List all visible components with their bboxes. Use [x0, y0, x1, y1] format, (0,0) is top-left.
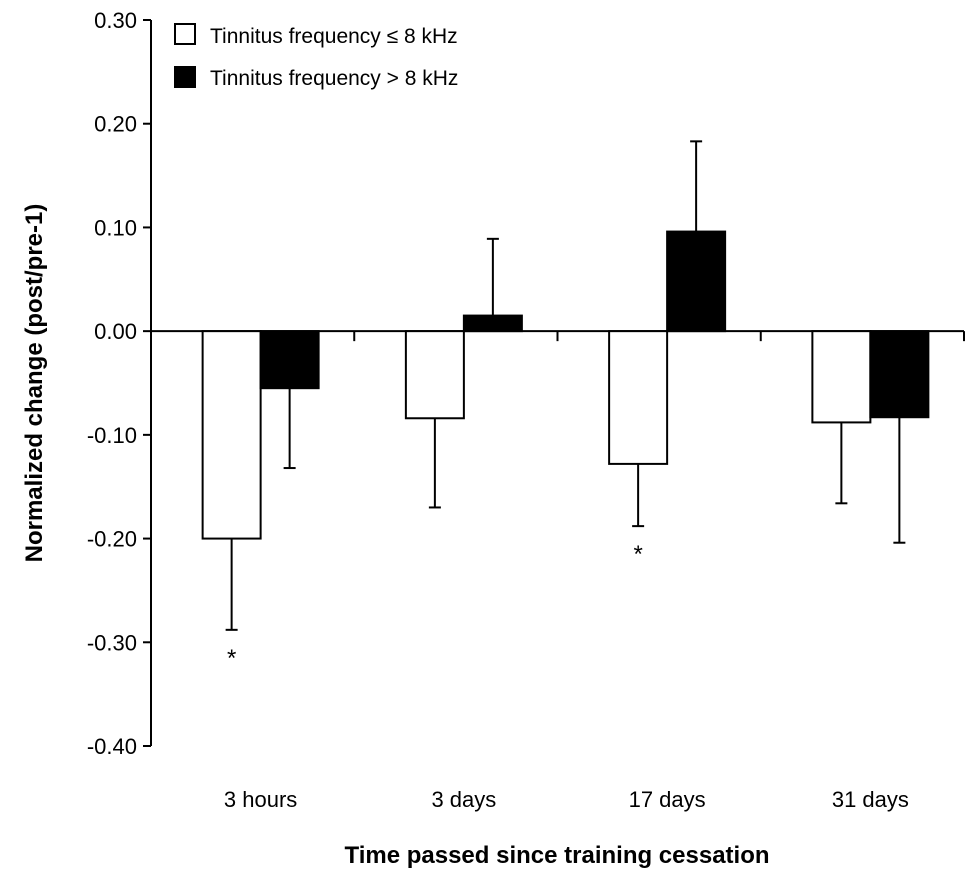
bar	[201, 330, 262, 540]
y-tick-label: 0.20	[94, 112, 137, 137]
bar	[462, 314, 523, 333]
x-tick-label: 3 hours	[224, 787, 297, 812]
y-tick-label: 0.10	[94, 215, 137, 240]
bars: **	[201, 140, 930, 672]
y-tick-label: -0.40	[87, 734, 137, 759]
legend-swatch-gt-8khz	[174, 66, 196, 88]
x-tick-label: 3 days	[431, 787, 496, 812]
y-axis-title: Normalized change (post/pre-1)	[21, 204, 48, 563]
y-tick-label: -0.10	[87, 423, 137, 448]
x-axis-title: Time passed since training cessation	[344, 842, 769, 869]
bar	[869, 330, 930, 419]
bar	[259, 330, 320, 390]
y-tick-label: -0.20	[87, 527, 137, 552]
y-tick-label: 0.00	[94, 319, 137, 344]
bar	[404, 330, 465, 420]
significance-marker: *	[227, 645, 236, 672]
x-tick-label: 17 days	[629, 787, 706, 812]
bar	[608, 330, 669, 465]
legend-label-le-8khz: Tinnitus frequency ≤ 8 kHz	[210, 25, 458, 48]
y-tick-label: 0.30	[94, 8, 137, 33]
legend-label-gt-8khz: Tinnitus frequency > 8 kHz	[210, 67, 458, 90]
bar	[811, 330, 872, 424]
legend: Tinnitus frequency ≤ 8 kHz Tinnitus freq…	[174, 23, 458, 90]
legend-swatch-le-8khz	[174, 23, 196, 45]
bar	[666, 230, 727, 333]
axes: 0.30 0.20 0.10 0.00 -0.10 -0.20 -0.30 -0.40 3 ho…	[87, 8, 965, 812]
x-tick-label: 31 days	[832, 787, 909, 812]
y-tick-label: -0.30	[87, 630, 137, 655]
significance-marker: *	[633, 541, 642, 568]
